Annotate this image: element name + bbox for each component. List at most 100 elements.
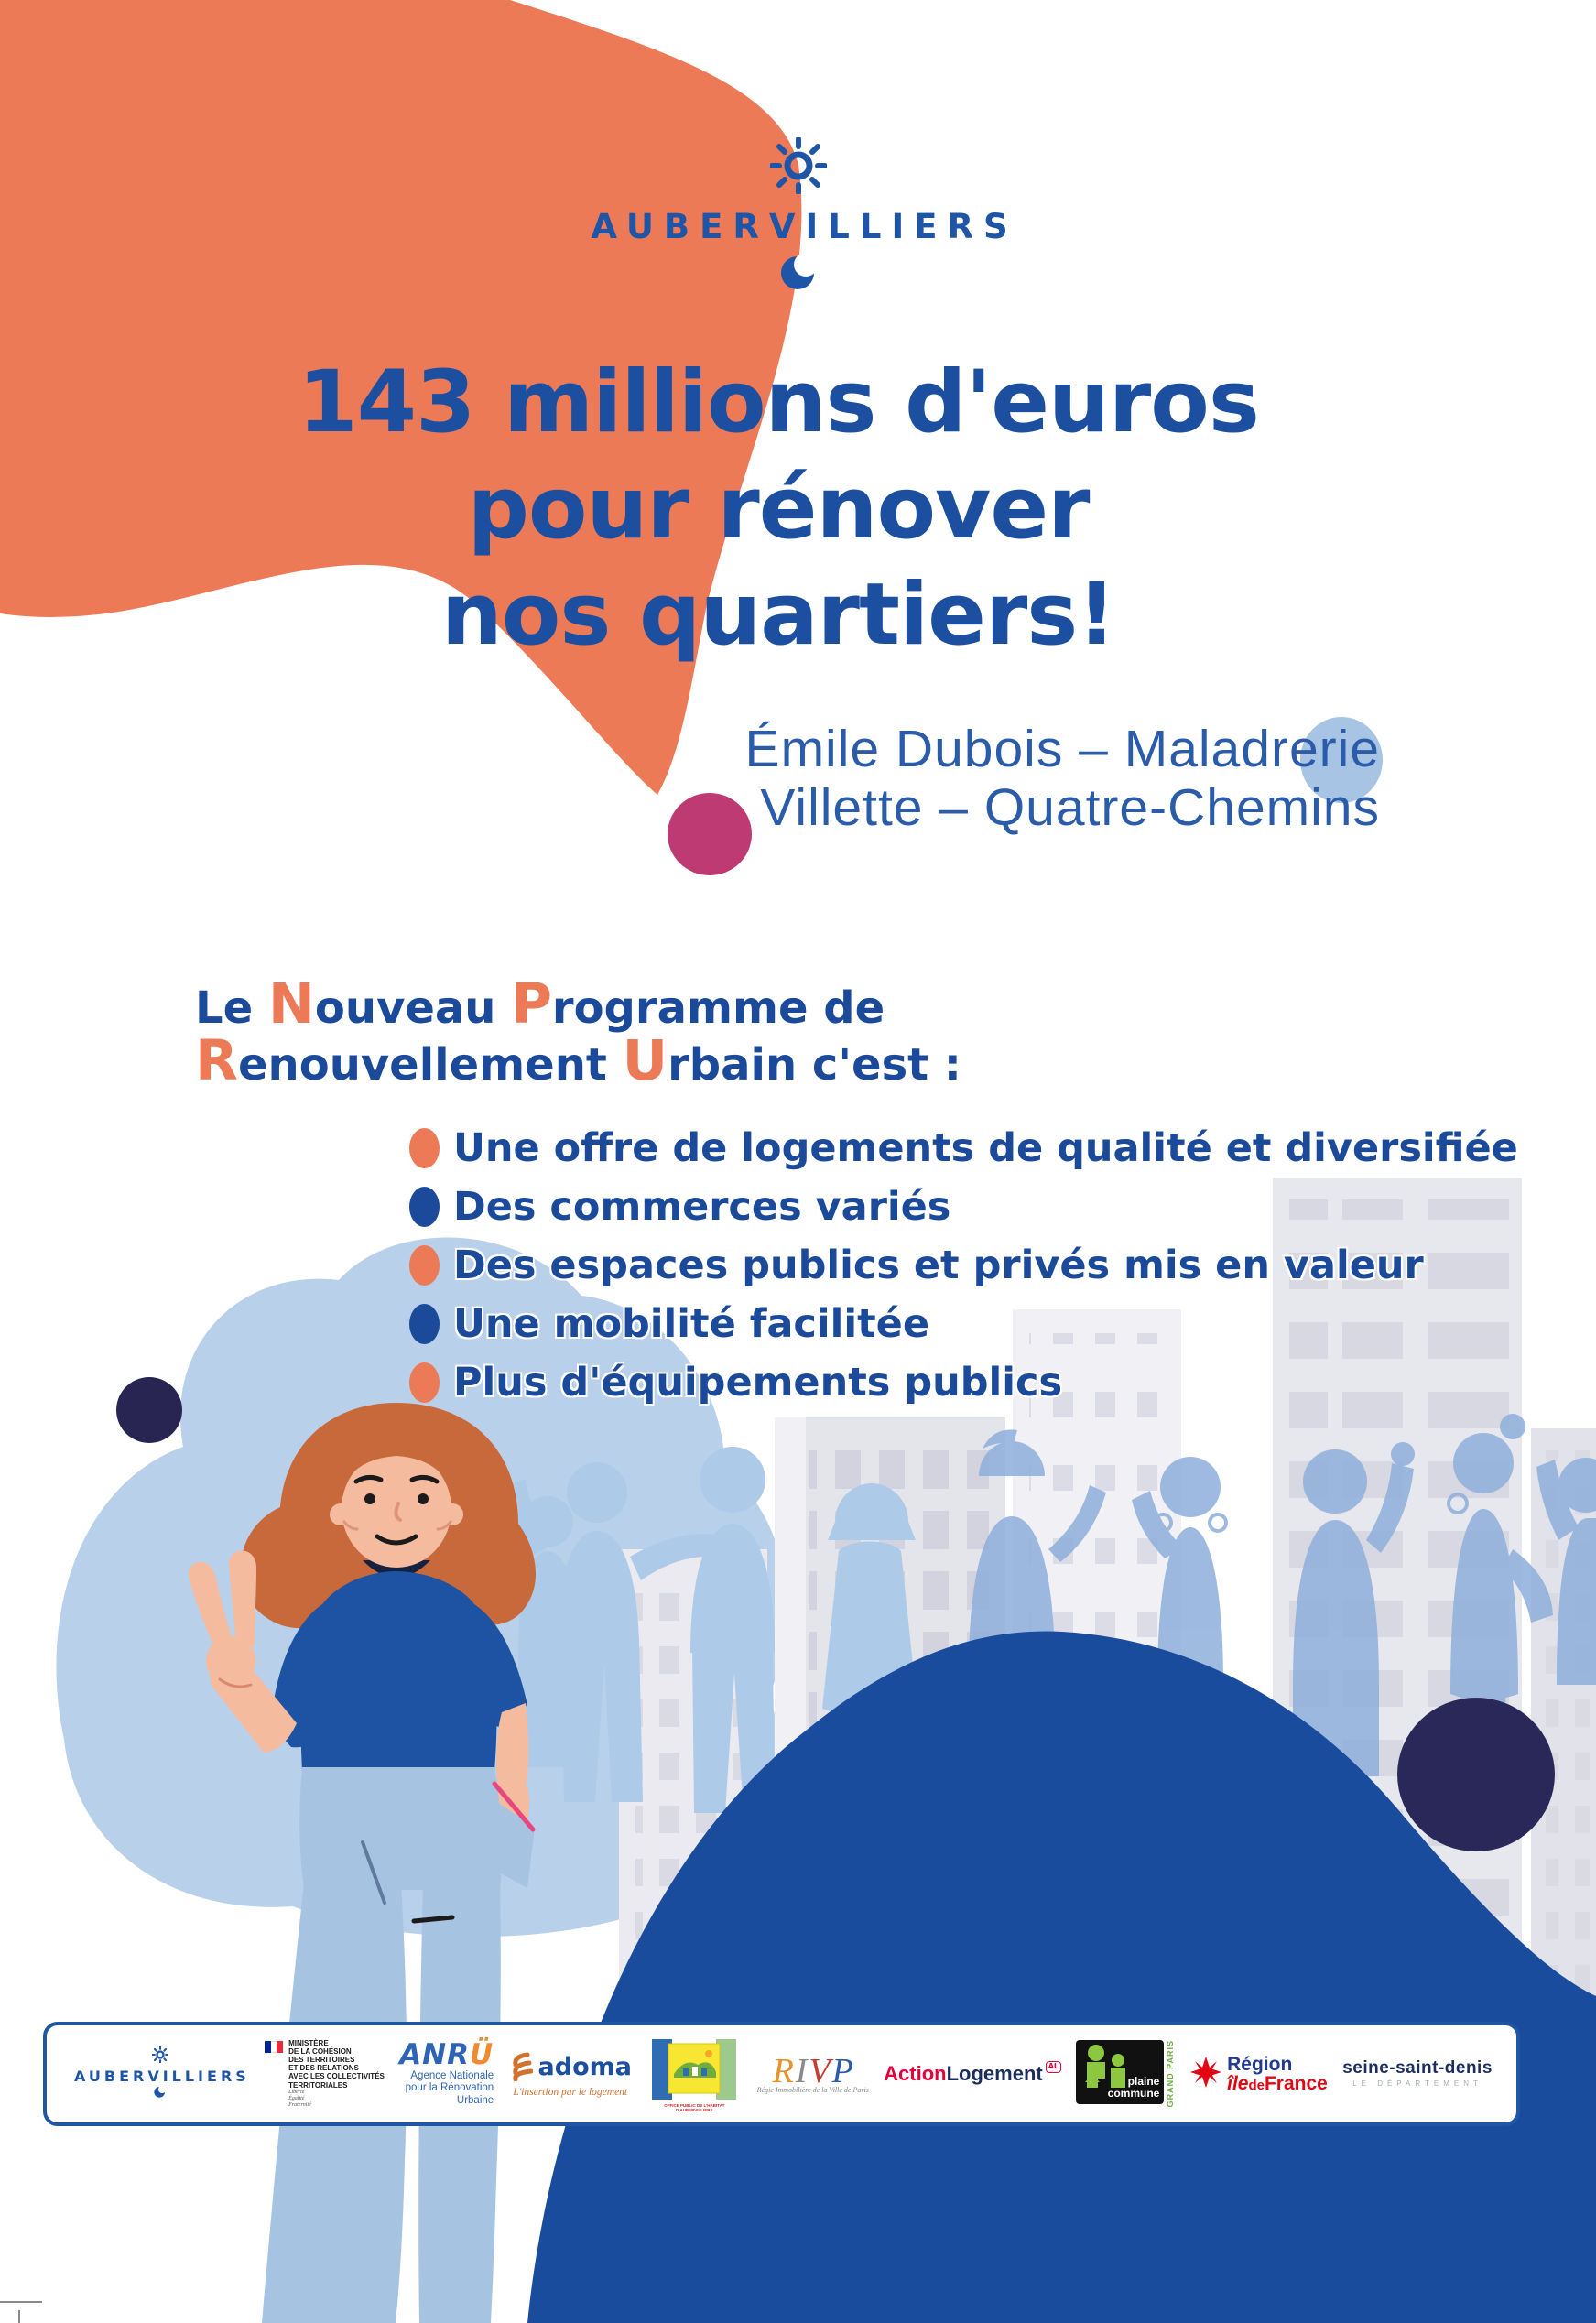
idf-ile: île — [1227, 2073, 1249, 2094]
oph-caption-line1: OFFICE PUBLIC DE L'HABITAT — [664, 2102, 725, 2108]
heading-text: rogramme de — [551, 982, 885, 1034]
heading-initial-r: R — [195, 1028, 238, 1093]
heading-initial-p: P — [511, 972, 552, 1037]
logo-aubervilliers-label: AUBERVILLIERS — [74, 2067, 250, 2085]
logo-region-idf: Région îledeFrance — [1190, 2053, 1328, 2094]
anru-acronym-u: Ü — [470, 2038, 494, 2072]
heading-text: Le — [195, 982, 268, 1034]
city-name: AUBERVILLIERS — [591, 207, 1018, 246]
anru-line: Urbaine — [456, 2095, 494, 2107]
ministere-motto: Fraternité — [288, 2102, 311, 2109]
ministere-line: AVEC LES COLLECTIVITÉS — [288, 2072, 385, 2081]
logo-anru: ANRÜ Agence Nationale pour la Rénovation… — [399, 2040, 494, 2108]
main-title-line2: pour rénover — [467, 459, 1091, 559]
plaine-commune-box: plaine commune — [1076, 2040, 1165, 2105]
anru-acronym: ANR — [399, 2038, 470, 2072]
heading-text: rbain c'est : — [668, 1039, 961, 1091]
sun-icon — [151, 2046, 169, 2067]
ministere-line: TERRITORIALES — [288, 2080, 348, 2090]
bullet-dot-orange — [409, 1128, 440, 1168]
ssd-subtitle: LE DÉPARTEMENT — [1352, 2079, 1482, 2089]
city-logo: AUBERVILLIERS — [0, 136, 1596, 294]
bullet-dot-blue — [409, 1304, 440, 1344]
idf-france: France — [1264, 2073, 1328, 2094]
adoma-tagline: L'insertion par le logement — [513, 2086, 628, 2098]
crop-mark-vertical — [18, 2310, 20, 2323]
sun-icon — [768, 136, 828, 198]
ministere-motto: Liberté — [288, 2089, 305, 2095]
rivp-letter-r: R — [772, 2051, 794, 2090]
logo-ministere: MINISTÈRE DE LA COHÉSION DES TERRITOIRES… — [265, 2039, 385, 2110]
accent-circle-pink — [668, 793, 752, 875]
partner-logo-bar: AUBERVILLIERS MINISTÈRE DE LA COHÉSION D… — [43, 2022, 1520, 2126]
ministere-motto: Égalité — [288, 2095, 305, 2101]
districts-subtitle: Émile Dubois – Maladrerie Villette – Qua… — [745, 720, 1380, 837]
moon-icon — [780, 253, 818, 294]
ministere-line: ET DES RELATIONS — [288, 2064, 359, 2073]
logo-adoma: adoma L'insertion par le logement — [509, 2050, 632, 2098]
plaine-commune-line2: commune — [1107, 2086, 1160, 2100]
districts-line1: Émile Dubois – Maladrerie — [744, 720, 1380, 778]
accent-circle-lightblue — [1300, 717, 1383, 803]
heading-initial-n: N — [267, 972, 315, 1037]
idf-star-icon — [1190, 2057, 1222, 2091]
heading-text: ouveau — [314, 982, 512, 1034]
districts-line2: Villette – Quatre-Chemins — [760, 778, 1380, 837]
bullet-label: Une mobilité facilitée — [453, 1301, 930, 1347]
french-flag-icon — [265, 2040, 284, 2053]
program-heading: Le Nouveau Programme de Renouvellement U… — [195, 976, 961, 1093]
moon-icon — [154, 2086, 167, 2101]
orange-blob — [0, 0, 802, 795]
logo-oph-aubervilliers: OFFICE PUBLIC DE L'HABITAT D'AUBERVILLIE… — [646, 2035, 742, 2113]
rivp-tagline: Régie Immobilière de la Ville de Paris — [756, 2085, 869, 2094]
heading-initial-u: U — [622, 1028, 668, 1093]
benefits-list: Une offre de logements de qualité et div… — [409, 1119, 1518, 1412]
logo-rivp: R I V P Régie Immobilière de la Ville de… — [756, 2051, 869, 2094]
list-item: Une mobilité facilitée — [409, 1295, 1518, 1353]
ssd-label: seine-saint-denis — [1342, 2058, 1493, 2079]
list-item: Des espaces publics et privés mis en val… — [409, 1236, 1518, 1295]
main-title-line1: 143 millions d'euros — [298, 353, 1260, 452]
bullet-dot-blue — [409, 1187, 440, 1227]
plaine-commune-line1: plaine — [1127, 2075, 1160, 2089]
blue-dome — [527, 1631, 1596, 2323]
ministere-line: DE LA COHÉSION — [288, 2046, 352, 2056]
logo-aubervilliers: AUBERVILLIERS — [71, 2046, 250, 2101]
oph-caption-line2: D'AUBERVILLIERS — [676, 2108, 713, 2112]
main-title: 143 millions d'euros pour rénover nos qu… — [0, 350, 1557, 668]
bullet-dot-orange — [409, 1245, 440, 1286]
navy-ellipse — [1397, 1698, 1555, 1851]
rivp-letter-p: P — [831, 2051, 853, 2090]
idf-region-label: Région — [1227, 2053, 1293, 2075]
rivp-letter-i: I — [795, 2051, 808, 2090]
list-item: Des commerces variés — [409, 1178, 1518, 1236]
logo-seine-saint-denis: seine-saint-denis LE DÉPARTEMENT — [1342, 2059, 1493, 2088]
adoma-label: adoma — [537, 2052, 632, 2081]
navy-dot — [116, 1377, 182, 1443]
list-item: Plus d'équipements publics — [409, 1353, 1518, 1412]
ministere-line: DES TERRITOIRES — [288, 2056, 355, 2065]
woman-illustration — [188, 1403, 537, 2323]
anru-line: Agence Nationale — [410, 2069, 494, 2081]
idf-de: de — [1248, 2078, 1265, 2093]
rivp-letter-v: V — [809, 2051, 831, 2090]
al-badge-icon: AL — [1045, 2061, 1062, 2073]
anru-line: pour la Rénovation — [405, 2082, 494, 2094]
main-title-line3: nos quartiers! — [440, 565, 1116, 665]
plaine-commune-side-label: GRAND PARIS — [1166, 2040, 1176, 2108]
logo-plaine-commune: plaine commune GRAND PARIS — [1076, 2040, 1176, 2108]
crop-mark-horizontal — [0, 2301, 42, 2303]
logo-action-logement: ActionLogement AL — [884, 2061, 1062, 2086]
action-logement-part1: Action — [884, 2062, 947, 2086]
bullet-label: Des espaces publics et privés mis en val… — [453, 1243, 1424, 1288]
bullet-label: Des commerces variés — [453, 1184, 951, 1230]
list-item: Une offre de logements de qualité et div… — [409, 1119, 1518, 1178]
bullet-dot-orange — [409, 1362, 440, 1403]
heading-text: enouvellement — [237, 1039, 623, 1091]
bullet-label: Une offre de logements de qualité et div… — [453, 1125, 1518, 1171]
bullet-label: Plus d'équipements publics — [453, 1360, 1063, 1406]
ministere-line: MINISTÈRE — [288, 2038, 329, 2047]
adoma-swirl-icon — [509, 2050, 534, 2085]
